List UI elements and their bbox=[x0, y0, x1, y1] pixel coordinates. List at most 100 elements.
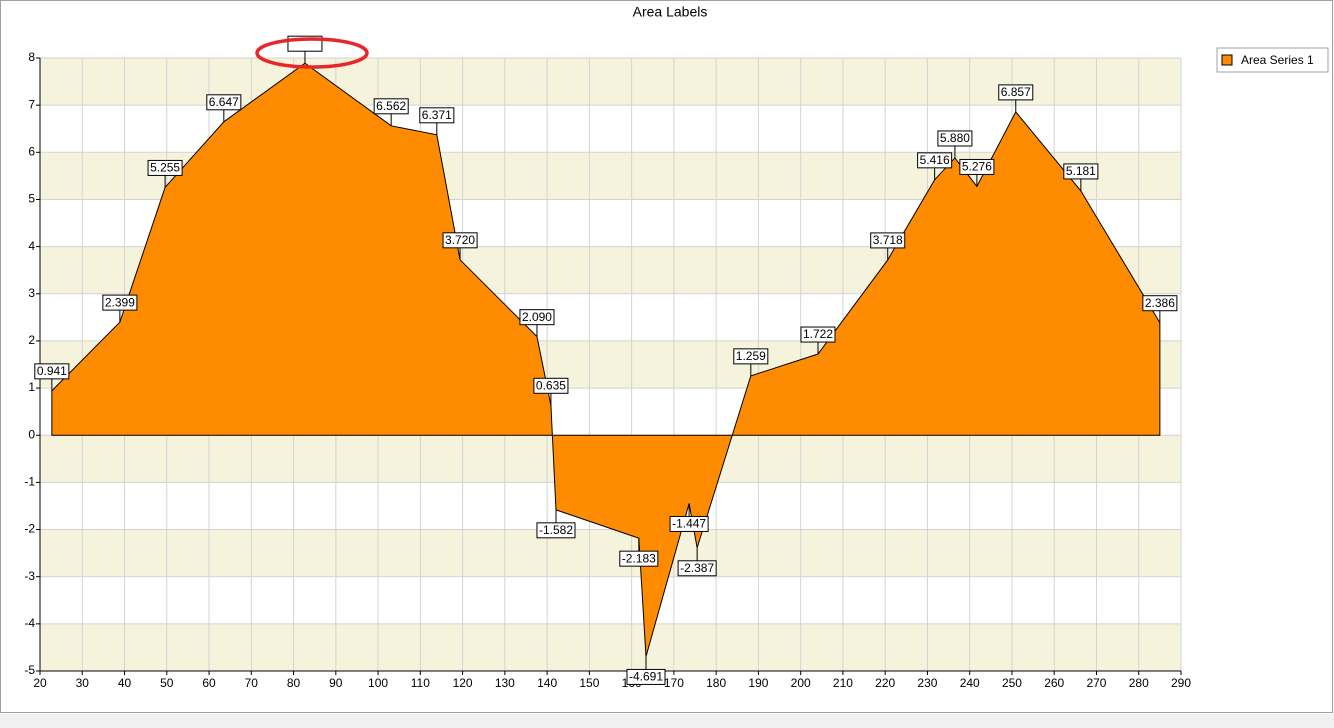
data-label-text: 6.562 bbox=[376, 99, 406, 113]
highlight-ellipse bbox=[255, 37, 369, 69]
data-label-box bbox=[34, 363, 70, 380]
data-label: 6.647 bbox=[206, 94, 242, 111]
x-tick-label: 210 bbox=[833, 676, 853, 690]
y-tick-label: 5 bbox=[28, 192, 35, 206]
data-label-box bbox=[206, 94, 242, 111]
data-label-box bbox=[536, 522, 576, 539]
data-label-box bbox=[519, 309, 555, 326]
x-tick-label: 150 bbox=[579, 676, 599, 690]
data-label-box bbox=[870, 232, 906, 249]
data-label: 2.386 bbox=[1142, 295, 1178, 312]
x-tick-label: 250 bbox=[1002, 676, 1022, 690]
x-tick-label: 50 bbox=[160, 676, 174, 690]
legend-box bbox=[1216, 47, 1329, 73]
data-label: 2.399 bbox=[102, 294, 138, 311]
data-label-text: 5.276 bbox=[962, 160, 992, 174]
data-label: 2.090 bbox=[519, 309, 555, 326]
x-tick-label: 40 bbox=[118, 676, 132, 690]
x-tick-label: 20 bbox=[33, 676, 47, 690]
data-label-text: -1.447 bbox=[672, 517, 706, 531]
legend: Area Series 1 bbox=[1216, 47, 1329, 73]
y-tick-label: 0 bbox=[28, 427, 35, 441]
data-label-box bbox=[733, 348, 769, 365]
data-label-text: 2.386 bbox=[1145, 296, 1175, 310]
x-tick-label: 90 bbox=[329, 676, 343, 690]
data-label: 0.941 bbox=[34, 363, 70, 380]
data-label: 5.880 bbox=[937, 130, 973, 147]
data-label-text: 5.416 bbox=[920, 153, 950, 167]
data-label-text: 5.181 bbox=[1066, 164, 1096, 178]
data-label-text: 6.857 bbox=[1001, 85, 1031, 99]
data-label: -2.183 bbox=[619, 550, 659, 567]
data-label-text: 1.259 bbox=[736, 349, 766, 363]
y-tick-label: -4 bbox=[24, 616, 35, 630]
data-label: 3.718 bbox=[870, 232, 906, 249]
data-label-box bbox=[917, 152, 953, 169]
data-label: -4.691 bbox=[626, 668, 666, 685]
x-tick-label: 60 bbox=[202, 676, 216, 690]
data-label-text: 1.722 bbox=[803, 327, 833, 341]
x-tick-label: 140 bbox=[537, 676, 557, 690]
data-label-text: 5.255 bbox=[150, 161, 180, 175]
plot-area: -5 -4 -3 -2 -1 0 1 2 3 4 5 6 7 8 20 30 40 50 60 70 80 90 100 11… bbox=[24, 35, 1191, 690]
data-label-box bbox=[959, 158, 995, 175]
data-label: -1.582 bbox=[536, 522, 576, 539]
data-label: 5.276 bbox=[959, 158, 995, 175]
x-tick-label: 80 bbox=[287, 676, 301, 690]
data-label: -1.447 bbox=[669, 515, 709, 532]
data-label-text: 2.090 bbox=[522, 310, 552, 324]
status-strip bbox=[0, 714, 1334, 728]
data-label-text: -2.387 bbox=[680, 561, 714, 575]
x-tick-label: 180 bbox=[706, 676, 726, 690]
y-tick-label: -2 bbox=[24, 522, 35, 536]
x-tick-label: 220 bbox=[875, 676, 895, 690]
y-tick-label: -1 bbox=[24, 475, 35, 489]
chart-title: Area Labels bbox=[633, 4, 708, 20]
y-tick-label: 6 bbox=[28, 144, 35, 158]
y-tick-label: 7 bbox=[28, 97, 35, 111]
data-label-box bbox=[937, 130, 973, 147]
data-label: -2.387 bbox=[677, 560, 717, 577]
data-label-box bbox=[677, 560, 717, 577]
data-label: 6.371 bbox=[419, 107, 455, 124]
x-tick-label: 260 bbox=[1044, 676, 1064, 690]
legend-label: Area Series 1 bbox=[1241, 53, 1314, 67]
interlace-band bbox=[40, 529, 1181, 577]
data-label-box bbox=[1142, 295, 1178, 312]
y-tick-label: 4 bbox=[28, 239, 35, 253]
y-tick-label: 3 bbox=[28, 286, 35, 300]
data-label-box bbox=[102, 294, 138, 311]
x-tick-label: 30 bbox=[76, 676, 90, 690]
y-tick-label: 2 bbox=[28, 333, 35, 347]
data-label-text: 6.371 bbox=[422, 108, 452, 122]
x-tick-label: 110 bbox=[411, 676, 430, 690]
data-label: 6.562 bbox=[373, 98, 409, 115]
y-tick-label: 8 bbox=[28, 50, 35, 64]
data-label-box bbox=[626, 668, 666, 685]
data-label-box bbox=[373, 98, 409, 115]
y-tick-label: -3 bbox=[24, 569, 35, 583]
data-label-box bbox=[419, 107, 455, 124]
x-tick-label: 100 bbox=[368, 676, 388, 690]
data-label-box bbox=[1063, 163, 1099, 180]
x-tick-label: 120 bbox=[453, 676, 473, 690]
data-label-box bbox=[533, 377, 569, 394]
data-label-box bbox=[442, 232, 478, 249]
data-label-text: 6.647 bbox=[209, 95, 239, 109]
x-tick-label: 230 bbox=[917, 676, 937, 690]
data-label-text: 5.880 bbox=[940, 131, 970, 145]
data-label-box bbox=[800, 326, 836, 343]
data-label-text: 0.941 bbox=[37, 364, 67, 378]
x-tick-label: 240 bbox=[960, 676, 980, 690]
data-label-box bbox=[147, 159, 183, 176]
interlace-band bbox=[40, 623, 1181, 671]
data-label: 6.857 bbox=[998, 84, 1034, 101]
x-tick-label: 130 bbox=[495, 676, 515, 690]
y-tick-label: 1 bbox=[28, 380, 35, 394]
x-tick-label: 290 bbox=[1171, 676, 1191, 690]
x-tick-label: 170 bbox=[664, 676, 684, 690]
data-label: 3.720 bbox=[442, 232, 478, 249]
x-tick-label: 280 bbox=[1129, 676, 1149, 690]
data-label-text: 2.399 bbox=[105, 295, 135, 309]
